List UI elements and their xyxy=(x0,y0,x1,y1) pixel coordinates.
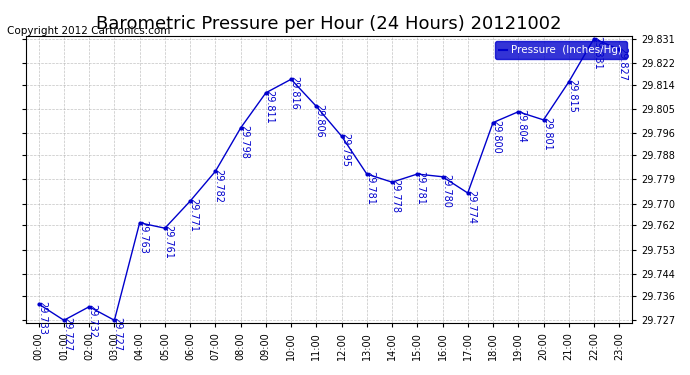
Text: 29.771: 29.771 xyxy=(188,198,199,232)
Text: 29.816: 29.816 xyxy=(289,76,299,110)
Text: 29.801: 29.801 xyxy=(542,117,552,151)
Text: 29.831: 29.831 xyxy=(592,36,602,70)
Text: 29.733: 29.733 xyxy=(37,301,47,335)
Text: 29.727: 29.727 xyxy=(112,318,123,352)
Title: Barometric Pressure per Hour (24 Hours) 20121002: Barometric Pressure per Hour (24 Hours) … xyxy=(96,15,562,33)
Text: 29.806: 29.806 xyxy=(315,104,325,137)
Text: 29.781: 29.781 xyxy=(415,171,426,205)
Legend: Pressure  (Inches/Hg): Pressure (Inches/Hg) xyxy=(495,41,627,60)
Text: 29.815: 29.815 xyxy=(567,79,577,113)
Text: 29.798: 29.798 xyxy=(239,125,249,159)
Text: Copyright 2012 Cartronics.com: Copyright 2012 Cartronics.com xyxy=(7,26,170,36)
Text: 29.781: 29.781 xyxy=(365,171,375,205)
Text: 29.795: 29.795 xyxy=(340,134,350,167)
Text: 29.761: 29.761 xyxy=(164,225,173,259)
Text: 29.800: 29.800 xyxy=(491,120,502,154)
Text: 29.778: 29.778 xyxy=(391,179,400,213)
Text: 29.827: 29.827 xyxy=(618,47,628,81)
Text: 29.804: 29.804 xyxy=(517,109,526,143)
Text: 29.811: 29.811 xyxy=(264,90,274,124)
Text: 29.732: 29.732 xyxy=(88,304,97,338)
Text: 29.774: 29.774 xyxy=(466,190,476,224)
Text: 29.727: 29.727 xyxy=(62,318,72,352)
Text: 29.763: 29.763 xyxy=(138,220,148,254)
Text: 29.780: 29.780 xyxy=(441,174,451,208)
Text: 29.782: 29.782 xyxy=(214,168,224,202)
